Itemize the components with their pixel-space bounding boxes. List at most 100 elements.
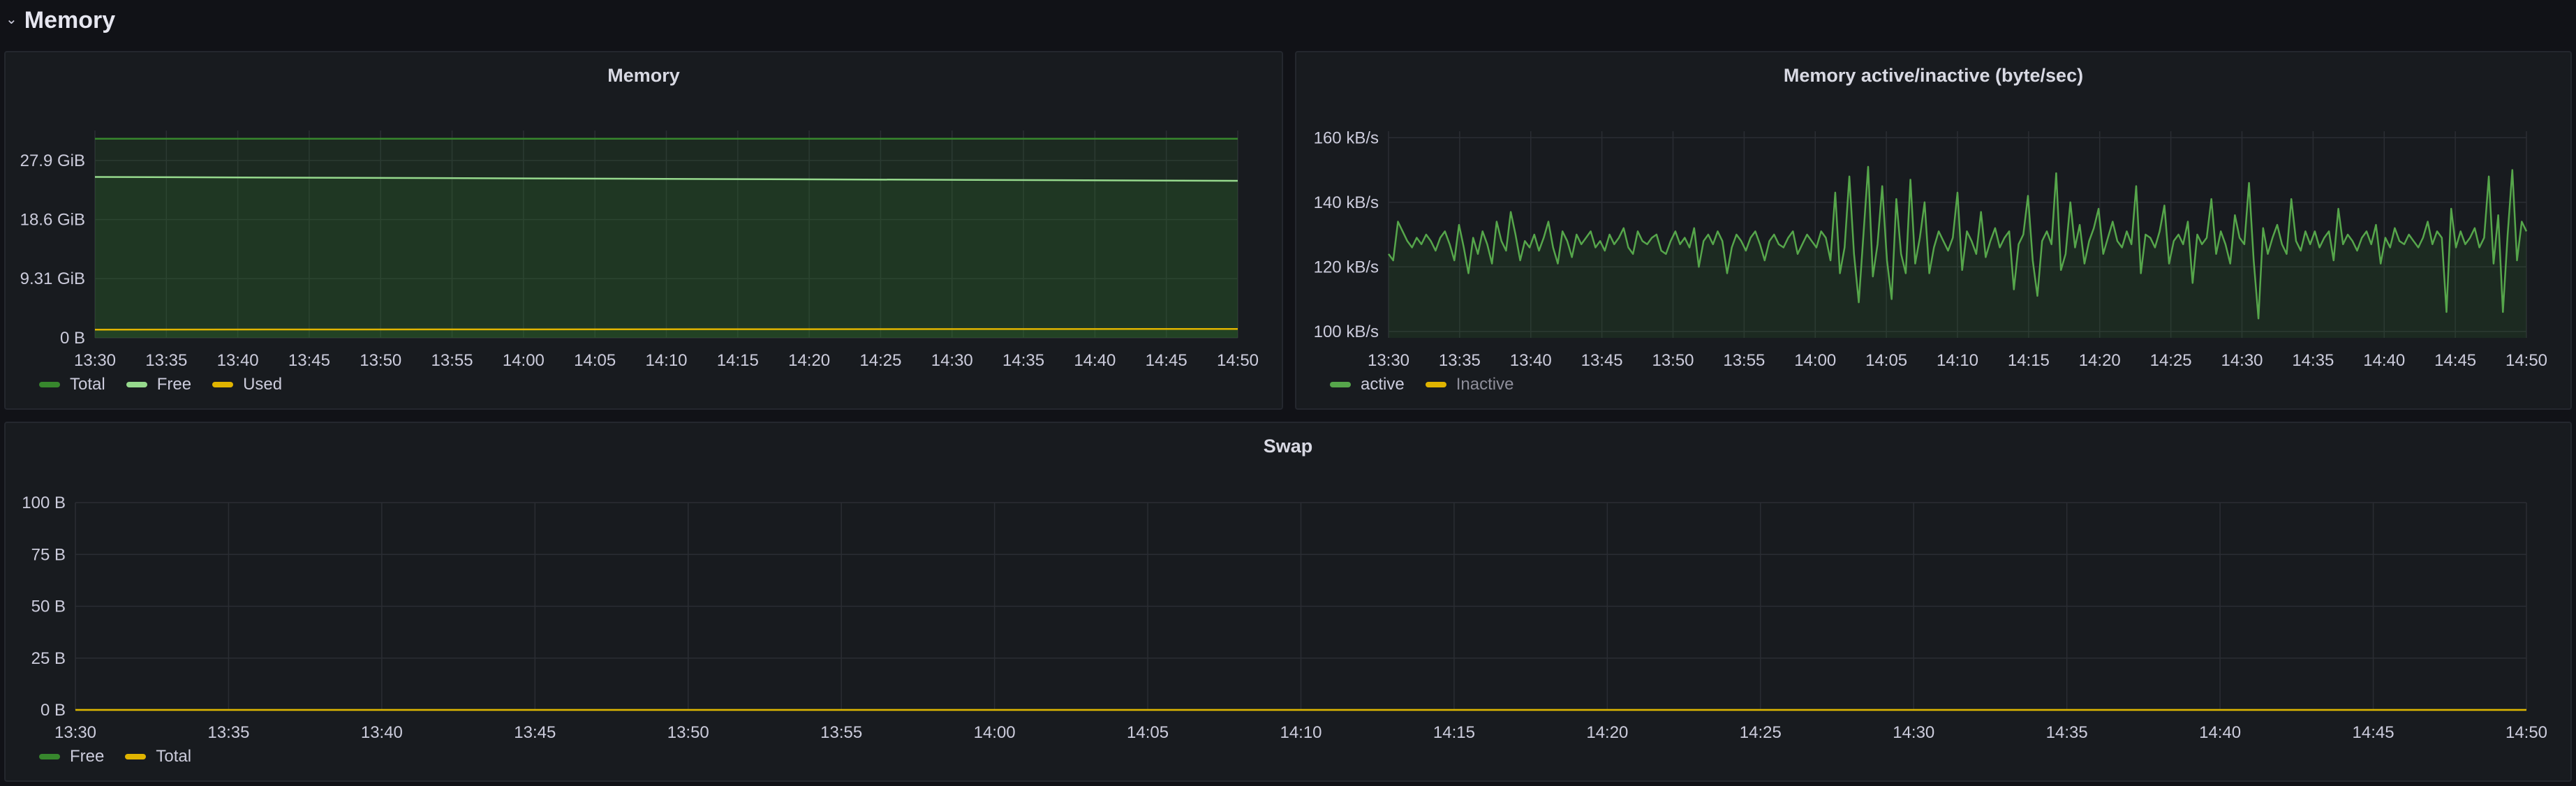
x-tick-label: 13:45: [1581, 351, 1623, 370]
x-tick-label: 14:25: [1740, 723, 1782, 742]
x-tick-label: 14:50: [2505, 351, 2547, 370]
legend-item-free[interactable]: Free: [126, 375, 191, 394]
y-tick-label: 27.9 GiB: [20, 151, 85, 170]
y-tick-label: 9.31 GiB: [20, 269, 85, 288]
series-line: [1387, 165, 2528, 320]
chevron-down-icon[interactable]: ⌄: [6, 11, 17, 27]
x-tick-label: 14:15: [717, 351, 759, 370]
series-total[interactable]: [95, 138, 1238, 339]
x-axis: 13:30 13:35 13:40 13:45 13:50 13:55 14:00 14:05…: [54, 723, 2547, 742]
x-tick-label: 14:00: [974, 723, 1016, 742]
legend-item-total[interactable]: Total: [39, 375, 105, 394]
series-area: [95, 329, 1238, 338]
legend-label: Total: [70, 375, 105, 394]
y-axis: 100 kB/s 120 kB/s 140 kB/s 160 kB/s: [1314, 128, 1379, 341]
series-used[interactable]: [94, 327, 1238, 338]
y-tick-label: 0 B: [60, 329, 85, 348]
x-tick-label: 14:15: [1433, 723, 1475, 742]
x-tick-label: 14:00: [1794, 351, 1836, 370]
x-tick-label: 14:45: [2434, 351, 2476, 370]
legend-label: Free: [70, 747, 105, 766]
x-tick-label: 13:50: [360, 351, 401, 370]
legend-item-inactive[interactable]: Inactive: [1425, 375, 1513, 394]
legend-swatch: [1425, 382, 1446, 387]
legend-swatch: [125, 754, 147, 759]
panel-memory-active-inactive[interactable]: Memory active/inactive (byte/sec) 100 kB…: [1295, 51, 2572, 410]
legend-item-used[interactable]: Used: [212, 375, 282, 394]
x-tick-label: 14:20: [788, 351, 830, 370]
x-tick-label: 14:25: [859, 351, 901, 370]
y-tick-label: 120 kB/s: [1314, 258, 1379, 276]
y-tick-label: 0 B: [40, 701, 66, 720]
x-tick-label: 14:05: [1865, 351, 1907, 370]
panel-title: Memory: [607, 65, 680, 86]
x-tick-label: 13:55: [1723, 351, 1765, 370]
legend-label: Free: [156, 375, 192, 394]
x-tick-label: 14:35: [2046, 723, 2088, 742]
panel-memory[interactable]: Memory 0 B 9.31 GiB 18.6 GiB 27.9 GiB 13:30 1…: [4, 51, 1283, 410]
series-area: [1389, 166, 2526, 338]
x-tick-label: 14:10: [645, 351, 687, 370]
y-tick-label: 100 kB/s: [1314, 322, 1379, 341]
legend-item-active[interactable]: active: [1330, 375, 1405, 394]
legend-swatch: [39, 382, 60, 387]
grid: [94, 131, 1238, 339]
x-tick-label: 14:30: [931, 351, 973, 370]
x-tick-label: 13:45: [514, 723, 556, 742]
x-tick-label: 14:50: [1217, 351, 1259, 370]
x-tick-label: 13:30: [74, 351, 116, 370]
x-tick-label: 14:05: [1127, 723, 1169, 742]
series-line: [94, 176, 1238, 182]
x-tick-label: 13:50: [1652, 351, 1694, 370]
x-tick-label: 14:20: [2079, 351, 2121, 370]
legend-swatch: [39, 754, 60, 759]
series-area: [95, 138, 1238, 339]
x-tick-label: 13:40: [361, 723, 403, 742]
y-tick-label: 160 kB/s: [1314, 128, 1379, 147]
x-axis: 13:30 13:35 13:40 13:45 13:50 13:55 14:00 14:05…: [1368, 351, 2547, 370]
x-tick-label: 13:30: [1368, 351, 1409, 370]
grid: [75, 502, 2527, 711]
series-active[interactable]: [1387, 165, 2528, 338]
x-tick-label: 14:30: [1893, 723, 1934, 742]
x-tick-label: 13:40: [217, 351, 259, 370]
x-tick-label: 14:20: [1586, 723, 1628, 742]
row-header-memory[interactable]: ⌄ Memory: [6, 3, 115, 38]
x-tick-label: 14:10: [1280, 723, 1322, 742]
x-tick-label: 14:40: [2363, 351, 2405, 370]
legend-label: Total: [156, 747, 192, 766]
y-tick-label: 140 kB/s: [1314, 193, 1379, 212]
x-tick-label: 14:15: [2008, 351, 2050, 370]
legend-label: Used: [243, 375, 283, 394]
x-tick-label: 13:55: [431, 351, 473, 370]
legend-item-free[interactable]: Free: [39, 747, 104, 766]
legend: Total Free Used: [39, 375, 282, 394]
panel-swap[interactable]: Swap 0 B 25 B 50 B 75 B 100 B 13:30 13:35 13:40…: [4, 422, 2572, 782]
y-axis: 0 B 25 B 50 B 75 B 100 B: [22, 494, 66, 720]
row-title: Memory: [24, 6, 116, 34]
x-tick-label: 14:35: [2292, 351, 2334, 370]
x-tick-label: 14:45: [1146, 351, 1187, 370]
y-tick-label: 100 B: [22, 494, 66, 512]
legend: active Inactive: [1330, 375, 1513, 394]
x-tick-label: 13:45: [288, 351, 330, 370]
x-tick-label: 14:00: [503, 351, 545, 370]
x-tick-label: 13:35: [207, 723, 249, 742]
x-tick-label: 13:30: [54, 723, 96, 742]
x-tick-label: 13:50: [667, 723, 709, 742]
legend-label: active: [1361, 375, 1405, 394]
x-tick-label: 14:05: [574, 351, 616, 370]
x-tick-label: 14:40: [2199, 723, 2241, 742]
series-area: [95, 177, 1238, 338]
y-axis: 0 B 9.31 GiB 18.6 GiB 27.9 GiB: [20, 151, 85, 348]
legend-swatch: [1330, 382, 1351, 387]
swap-chart[interactable]: 0 B 25 B 50 B 75 B 100 B 13:30 13:35 13:40 13:45…: [6, 423, 2573, 783]
series-free[interactable]: [94, 176, 1238, 339]
legend-item-total[interactable]: Total: [125, 747, 191, 766]
x-tick-label: 13:35: [145, 351, 187, 370]
x-tick-label: 13:40: [1510, 351, 1552, 370]
x-tick-label: 13:35: [1439, 351, 1481, 370]
panel-title: Swap: [1263, 436, 1313, 457]
